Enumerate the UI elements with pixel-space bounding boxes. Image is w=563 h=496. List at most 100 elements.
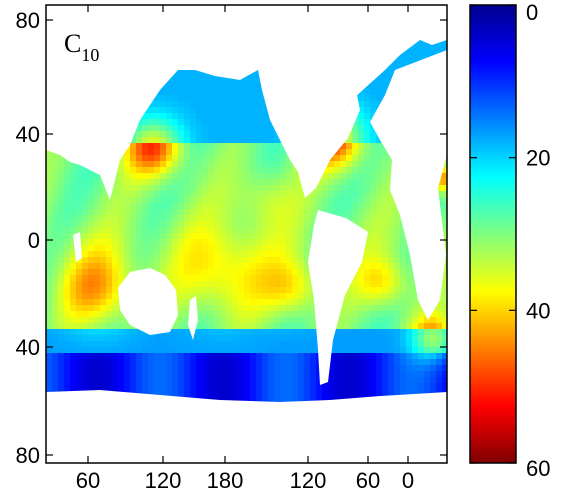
heatmap-cell (124, 149, 131, 156)
heatmap-cell (424, 41, 431, 48)
heatmap-cell (148, 257, 155, 264)
heatmap-cell (292, 221, 299, 228)
heatmap-cell (274, 353, 281, 360)
heatmap-cell (208, 251, 215, 258)
heatmap-cell (64, 359, 71, 366)
heatmap-cell (400, 311, 407, 318)
heatmap-cell (382, 71, 389, 78)
heatmap-cell (430, 329, 437, 336)
heatmap-cell (292, 377, 299, 384)
heatmap-cell (232, 311, 239, 318)
heatmap-cell (244, 317, 251, 324)
heatmap-cell (166, 329, 173, 336)
heatmap-cell (100, 299, 107, 306)
heatmap-cell (196, 101, 203, 108)
heatmap-cell (238, 227, 245, 234)
heatmap-cell (172, 95, 179, 102)
heatmap-cell (226, 83, 233, 90)
heatmap-cell (274, 335, 281, 342)
heatmap-cell (364, 185, 371, 192)
heatmap-cell (178, 239, 185, 246)
heatmap-cell (220, 257, 227, 264)
heatmap-cell (208, 179, 215, 186)
heatmap-cell (328, 377, 335, 384)
heatmap-cell (388, 215, 395, 222)
heatmap-cell (316, 179, 323, 186)
heatmap-cell (148, 101, 155, 108)
heatmap-cell (100, 311, 107, 318)
heatmap-cell (406, 359, 413, 366)
heatmap-cell (154, 245, 161, 252)
heatmap-cell (364, 191, 371, 198)
heatmap-cell (412, 347, 419, 354)
heatmap-cell (64, 197, 71, 204)
heatmap-cell (166, 137, 173, 144)
heatmap-cell (256, 143, 263, 150)
heatmap-cell (238, 329, 245, 336)
heatmap-cell (196, 107, 203, 114)
heatmap-cell (124, 161, 131, 168)
heatmap-cell (184, 299, 191, 306)
heatmap-cell (160, 371, 167, 378)
heatmap-cell (94, 233, 101, 240)
heatmap-cell (364, 293, 371, 300)
heatmap-cell (250, 299, 257, 306)
heatmap-cell (400, 239, 407, 246)
heatmap-cell (376, 95, 383, 102)
heatmap-cell (46, 365, 53, 372)
heatmap-cell (340, 185, 347, 192)
heatmap-cell (364, 167, 371, 174)
heatmap-cell (394, 359, 401, 366)
heatmap-cell (190, 77, 197, 84)
heatmap-cell (364, 383, 371, 390)
heatmap-cell (358, 95, 365, 102)
heatmap-cell (88, 293, 95, 300)
heatmap-cell (256, 209, 263, 216)
heatmap-cell (148, 353, 155, 360)
heatmap-cell (166, 113, 173, 120)
heatmap-cell (76, 299, 83, 306)
heatmap-cell (70, 353, 77, 360)
heatmap-cell (376, 377, 383, 384)
heatmap-cell (46, 227, 53, 234)
heatmap-cell (202, 149, 209, 156)
heatmap-cell (286, 209, 293, 216)
heatmap-cell (58, 341, 65, 348)
heatmap-cell (88, 359, 95, 366)
heatmap-cell (370, 125, 377, 132)
heatmap-cell (88, 191, 95, 198)
heatmap-cell (94, 329, 101, 336)
heatmap-cell (52, 203, 59, 210)
heatmap-cell (262, 371, 269, 378)
heatmap-cell (196, 251, 203, 258)
heatmap-cell (214, 377, 221, 384)
heatmap-cell (232, 251, 239, 258)
heatmap-cell (418, 341, 425, 348)
heatmap-cell (340, 335, 347, 342)
heatmap-cell (208, 191, 215, 198)
heatmap-cell (256, 137, 263, 144)
heatmap-cell (58, 239, 65, 246)
heatmap-cell (370, 209, 377, 216)
heatmap-cell (82, 329, 89, 336)
heatmap-cell (178, 173, 185, 180)
heatmap-cell (292, 335, 299, 342)
heatmap-cell (160, 107, 167, 114)
heatmap-cell (280, 383, 287, 390)
heatmap-cell (148, 143, 155, 150)
heatmap-cell (346, 353, 353, 360)
heatmap-cell (388, 383, 395, 390)
heatmap-cell (202, 335, 209, 342)
heatmap-cell (46, 305, 53, 312)
heatmap-cell (244, 347, 251, 354)
heatmap-cell (136, 251, 143, 258)
heatmap-cell (226, 161, 233, 168)
heatmap-cell (304, 221, 311, 228)
heatmap-cell (70, 365, 77, 372)
heatmap-cell (346, 203, 353, 210)
heatmap-cell (262, 155, 269, 162)
heatmap-cell (268, 353, 275, 360)
heatmap-cell (184, 329, 191, 336)
heatmap-cell (184, 191, 191, 198)
heatmap-cell (46, 179, 53, 186)
